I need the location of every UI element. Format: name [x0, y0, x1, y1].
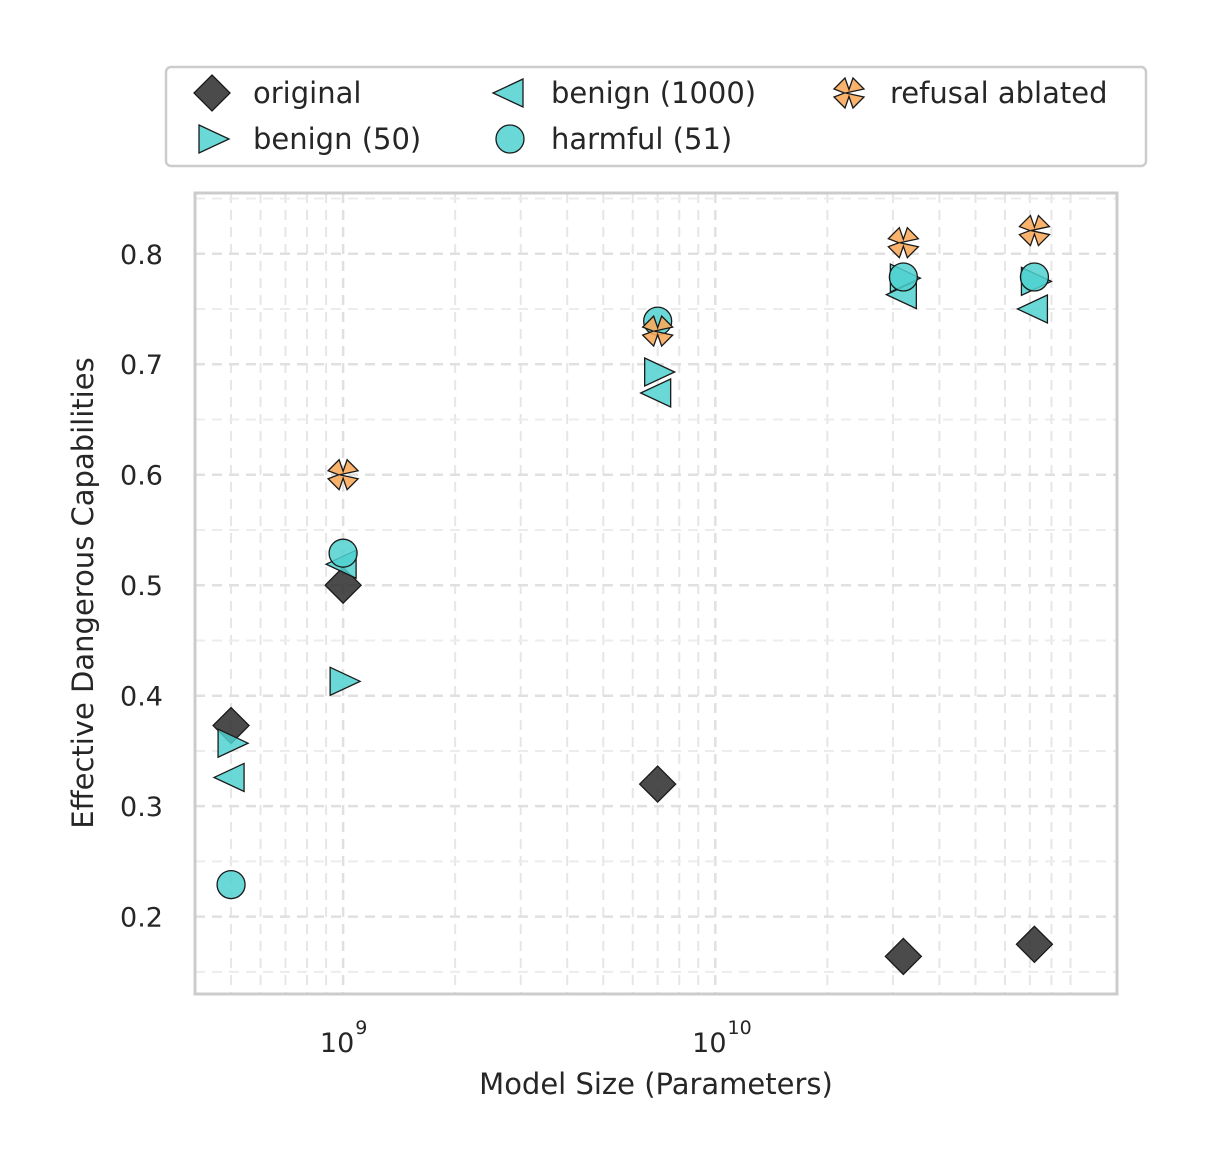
grid [195, 193, 1117, 994]
data-point [638, 765, 677, 804]
data-point [639, 377, 672, 408]
y-tick-label: 0.6 [120, 461, 163, 492]
legend-label: original [253, 76, 361, 110]
x-tick-exponent: 10 [728, 1017, 752, 1039]
tick-labels: 0.20.30.40.50.60.70.810 9 10 10 [120, 240, 752, 1059]
x-tick-label: 10 [320, 1028, 354, 1059]
x-axis-label: Model Size (Parameters) [479, 1067, 833, 1101]
data-point [641, 314, 674, 348]
data-point [329, 666, 362, 697]
legend-marker [198, 123, 231, 155]
x-tick-label: 10 [692, 1028, 726, 1059]
data-points [212, 214, 1054, 976]
data-point [1015, 925, 1054, 964]
legend-label: benign (50) [253, 122, 421, 156]
data-point [644, 356, 677, 388]
data-point [1015, 293, 1049, 325]
data-point [326, 458, 360, 491]
legend-marker [491, 77, 524, 109]
legend-item: original [193, 74, 361, 112]
data-point [888, 262, 918, 292]
data-point [212, 762, 245, 793]
legend-label: benign (1000) [551, 76, 756, 110]
y-tick-label: 0.5 [120, 571, 163, 602]
y-tick-label: 0.7 [120, 350, 163, 381]
legend-label: refusal ablated [890, 76, 1108, 110]
series-refusal-ablated [326, 214, 1051, 491]
legend-item: benign (50) [198, 122, 421, 156]
legend-box [164, 65, 1148, 168]
y-axis-label: Effective Dangerous Capabilities [66, 357, 100, 828]
legend-item: harmful (51) [495, 122, 732, 156]
y-tick-label: 0.8 [120, 240, 163, 271]
legend-marker [193, 74, 231, 112]
legend-item: benign (1000) [491, 76, 756, 110]
x-tick-exponent: 9 [355, 1017, 367, 1039]
legend-marker [495, 124, 525, 154]
data-point [217, 728, 250, 759]
plot-frame [193, 191, 1119, 996]
y-tick-label: 0.3 [120, 792, 163, 823]
data-point [216, 869, 246, 900]
legend-label: harmful (51) [551, 122, 732, 156]
data-point [884, 937, 923, 976]
data-point [1019, 262, 1050, 292]
y-tick-label: 0.4 [120, 682, 163, 713]
data-point [1018, 214, 1051, 247]
plot-area [193, 191, 1119, 996]
y-tick-label: 0.2 [120, 903, 163, 934]
legend: original benign (50) benign (1000) harmful … [164, 65, 1148, 168]
data-point [887, 226, 920, 259]
series-original [212, 566, 1054, 976]
data-point [328, 538, 358, 568]
legend-item: refusal ablated [832, 76, 1108, 110]
legend-marker [832, 76, 866, 110]
